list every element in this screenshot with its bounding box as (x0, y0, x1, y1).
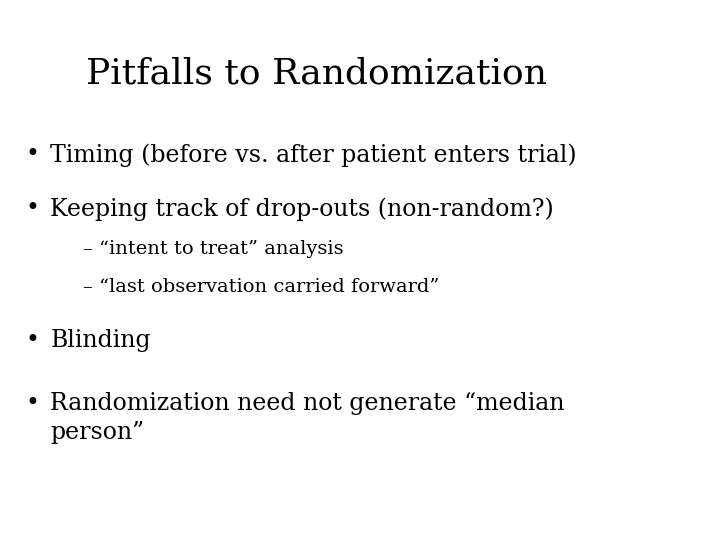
Text: •: • (25, 329, 40, 353)
Text: •: • (25, 143, 40, 166)
Text: Pitfalls to Randomization: Pitfalls to Randomization (86, 57, 547, 91)
Text: •: • (25, 197, 40, 220)
Text: – “intent to treat” analysis: – “intent to treat” analysis (83, 240, 343, 258)
Text: – “last observation carried forward”: – “last observation carried forward” (83, 278, 439, 296)
Text: Randomization need not generate “median
person”: Randomization need not generate “median … (50, 392, 565, 444)
Text: Blinding: Blinding (50, 329, 151, 353)
Text: Timing (before vs. after patient enters trial): Timing (before vs. after patient enters … (50, 143, 577, 167)
Text: •: • (25, 392, 40, 415)
Text: Keeping track of drop-outs (non-random?): Keeping track of drop-outs (non-random?) (50, 197, 554, 221)
